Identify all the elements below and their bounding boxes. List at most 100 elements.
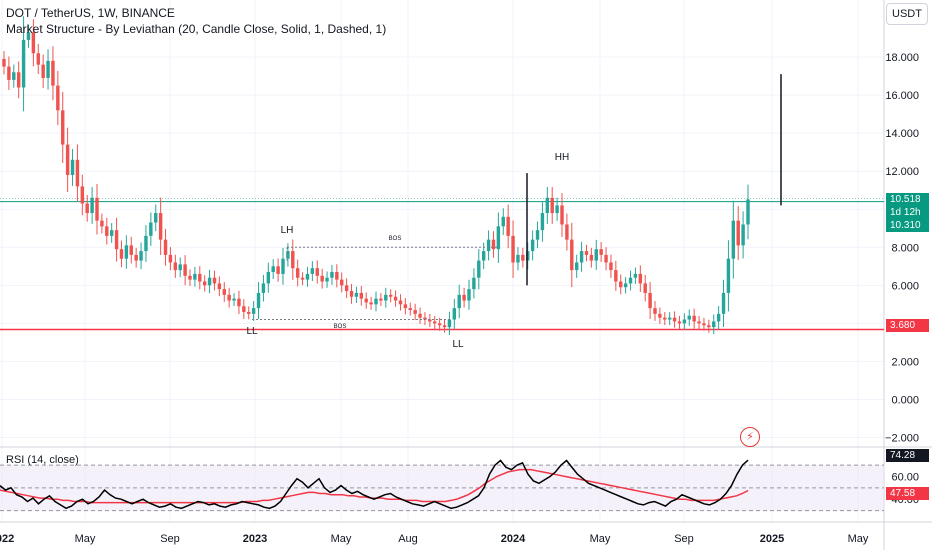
- candle-body: [623, 283, 628, 288]
- price-tick-label: 18.000: [885, 52, 919, 64]
- candle-body: [163, 239, 168, 255]
- candle-body: [261, 283, 266, 293]
- candle-body: [579, 251, 584, 263]
- candle-body: [658, 313, 662, 318]
- candle-body: [310, 268, 315, 274]
- candle-body: [442, 325, 447, 328]
- rsi-line: [0, 459, 749, 510]
- candle-body: [212, 277, 217, 284]
- candle-body: [26, 32, 31, 40]
- candle-body: [716, 313, 721, 322]
- candle-body: [354, 292, 359, 297]
- candle-body: [300, 277, 305, 280]
- time-tick-label: 2022: [0, 533, 14, 545]
- candle-body: [731, 220, 736, 259]
- candle-body: [325, 277, 329, 282]
- candle-body: [663, 317, 667, 320]
- candle-body: [369, 302, 373, 305]
- candle-body: [251, 308, 256, 314]
- candle-body: [721, 292, 726, 314]
- candle-body: [344, 285, 349, 292]
- secondary-price-badge: 10.310: [886, 219, 929, 232]
- candle-body: [75, 159, 80, 187]
- candle-body: [158, 213, 163, 240]
- candle-body: [154, 213, 158, 223]
- candle-body: [247, 311, 251, 314]
- candle-body: [491, 239, 496, 250]
- candle-body: [506, 216, 510, 236]
- candle-body: [433, 321, 437, 324]
- candle-body: [207, 277, 212, 286]
- candle-body: [467, 289, 471, 301]
- price-tick-label: 0.000: [891, 394, 919, 406]
- structure-label: LL: [452, 339, 464, 350]
- candle-body: [457, 294, 461, 309]
- symbol-title: DOT / TetherUS, 1W, BINANCE: [6, 6, 175, 20]
- candle-body: [418, 313, 422, 318]
- candle-body: [149, 222, 153, 236]
- candle-body: [124, 245, 129, 259]
- candle-body: [545, 197, 550, 214]
- candle-body: [330, 272, 334, 278]
- candle-body: [349, 291, 354, 297]
- candle-body: [256, 292, 261, 309]
- candle-body: [109, 230, 114, 236]
- candle-body: [291, 251, 295, 269]
- candle-body: [403, 304, 408, 309]
- price-tick-label: 16.000: [885, 90, 919, 102]
- bos-label: BOS: [334, 324, 347, 330]
- candle-body: [584, 251, 589, 255]
- candle-body: [335, 272, 339, 280]
- candle-body: [198, 273, 202, 282]
- candle-body: [70, 159, 75, 175]
- candle-body: [570, 239, 574, 271]
- candle-body: [628, 277, 633, 284]
- candle-body: [604, 254, 608, 263]
- rsi-title: RSI (14, close): [6, 454, 79, 466]
- candle-body: [462, 294, 466, 301]
- candle-body: [168, 254, 173, 263]
- candle-body: [677, 321, 682, 324]
- candle-body: [242, 306, 246, 312]
- candle-body: [320, 275, 324, 282]
- candle-body: [384, 294, 388, 301]
- candle-body: [65, 144, 70, 175]
- time-tick-label: Sep: [674, 533, 694, 545]
- candle-body: [114, 230, 119, 250]
- candle-body: [222, 289, 226, 295]
- lightning-icon[interactable]: ⚡: [740, 427, 760, 447]
- candle-body: [565, 224, 569, 240]
- candle-body: [105, 226, 109, 236]
- time-tick-label: 2023: [243, 533, 267, 545]
- candle-body: [530, 239, 535, 252]
- time-tick-label: Sep: [160, 533, 180, 545]
- candle-body: [638, 273, 643, 284]
- candle-body: [173, 262, 178, 271]
- candle-body: [741, 224, 745, 246]
- candle-body: [379, 298, 383, 301]
- candle-body: [619, 281, 623, 288]
- rsi-value-badge: 74.28: [886, 449, 929, 462]
- candle-body: [712, 321, 716, 328]
- candle-body: [237, 298, 241, 307]
- candle-body: [119, 249, 124, 259]
- candle-body: [359, 292, 364, 299]
- candle-body: [672, 317, 677, 322]
- candle-body: [41, 64, 45, 78]
- candle-body: [286, 251, 290, 259]
- candle-body: [481, 251, 486, 261]
- candle-body: [2, 58, 6, 67]
- candle-body: [736, 220, 740, 246]
- time-tick-label: May: [331, 533, 352, 545]
- structure-label: HH: [555, 152, 569, 163]
- currency-button[interactable]: USDT: [886, 3, 928, 25]
- candle-body: [452, 308, 457, 320]
- time-tick-label: 2025: [760, 533, 784, 545]
- candle-body: [511, 235, 515, 263]
- candle-body: [388, 294, 393, 297]
- candle-body: [472, 277, 476, 290]
- candle-body: [447, 319, 452, 328]
- candle-body: [95, 197, 99, 221]
- candle-body: [687, 315, 691, 320]
